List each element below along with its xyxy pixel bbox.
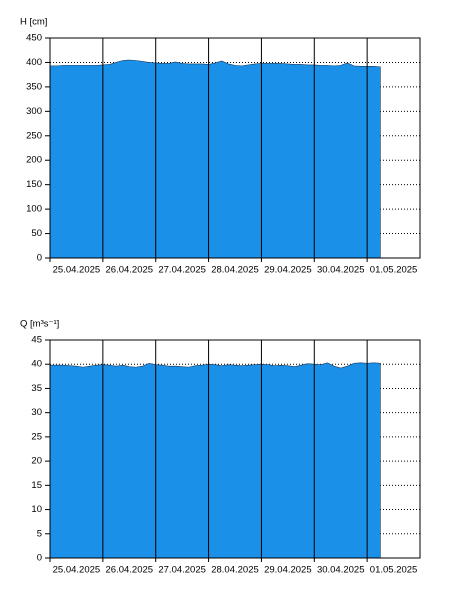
y-tick-label: 45	[31, 335, 42, 346]
y-tick-label: 40	[31, 359, 42, 370]
y-tick-label: 250	[26, 130, 42, 141]
x-tick-label: 26.04.2025	[106, 265, 154, 276]
axis-label: H [cm]	[20, 17, 47, 28]
y-tick-label: 5	[37, 528, 42, 539]
y-tick-label: 350	[26, 81, 42, 92]
x-tick-label: 30.04.2025	[317, 265, 365, 276]
area	[49, 59, 381, 259]
x-tick-label: 30.04.2025	[317, 565, 365, 576]
y-tick-label: 10	[31, 504, 42, 515]
area	[49, 362, 381, 559]
y-tick-label: 35	[31, 383, 42, 394]
x-tick-label: 26.04.2025	[106, 565, 154, 576]
y-tick-label: 450	[26, 33, 42, 44]
axis-label: Q [m³s⁻¹]	[20, 319, 59, 330]
y-tick-label: 15	[31, 480, 42, 491]
y-tick-label: 20	[31, 456, 42, 467]
plot-frame	[49, 37, 421, 259]
x-tick-label: 28.04.2025	[211, 565, 259, 576]
x-tick-label: 25.04.2025	[53, 565, 101, 576]
x-tick-label: 27.04.2025	[158, 565, 206, 576]
y-tick-label: 300	[26, 106, 42, 117]
x-tick-label: 29.04.2025	[264, 265, 312, 276]
y-tick-label: 400	[26, 57, 42, 68]
x-tick-label: 27.04.2025	[158, 265, 206, 276]
x-tick-label: 29.04.2025	[264, 565, 312, 576]
x-tick-label: 25.04.2025	[53, 265, 101, 276]
y-tick-label: 25	[31, 431, 42, 442]
x-tick-label: 01.05.2025	[370, 565, 418, 576]
y-tick-label: 0	[37, 553, 42, 564]
y-tick-label: 0	[37, 253, 42, 264]
y-tick-label: 200	[26, 155, 42, 166]
y-tick-label: 50	[31, 228, 42, 239]
x-tick-label: 01.05.2025	[370, 265, 418, 276]
y-tick-label: 30	[31, 407, 42, 418]
plot-frame	[49, 339, 421, 559]
y-tick-label: 100	[26, 204, 42, 215]
y-tick-label: 150	[26, 179, 42, 190]
x-tick-label: 28.04.2025	[211, 265, 259, 276]
